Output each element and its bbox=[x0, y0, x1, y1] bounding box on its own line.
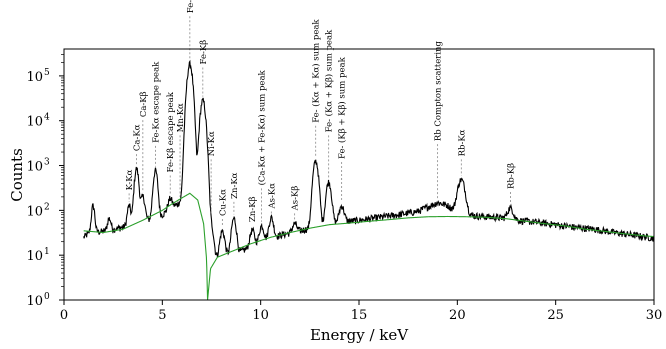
peak-annotation: Fe-Kβ bbox=[199, 40, 209, 65]
peak-annotation: Cu-Kα bbox=[218, 189, 228, 216]
y-tick-exponent: 3 bbox=[44, 158, 50, 168]
y-tick-label: 10 bbox=[26, 115, 43, 130]
peak-annotation: Rb-Kβ bbox=[506, 163, 516, 189]
y-tick-exponent: 1 bbox=[44, 247, 50, 257]
y-tick-exponent: 2 bbox=[44, 202, 50, 212]
peak-annotation: Fe-Kα escape peak bbox=[151, 61, 161, 143]
peak-annotation: Fe- (Kβ + Kβ) sum peak bbox=[337, 56, 348, 159]
peak-annotation: Zn-Kβ bbox=[248, 196, 258, 222]
y-tick-label: 10 bbox=[26, 70, 43, 85]
x-tick-label: 5 bbox=[158, 308, 166, 323]
peak-annotation: Ca-Kα bbox=[133, 124, 143, 151]
peak-annotation: Fe- (Kα + Kβ) sum peak bbox=[324, 29, 335, 132]
peak-annotation: (Ca-Kα + Fe-Kα) sum peak bbox=[257, 69, 268, 185]
peak-annotation: Rb Compton scattering bbox=[434, 40, 444, 141]
peak-annotation: Ca-Kβ bbox=[139, 91, 149, 117]
x-tick-label: 20 bbox=[449, 308, 466, 323]
peak-annotation: Ni-Kα bbox=[207, 131, 217, 156]
peak-annotation: Rb-Kα bbox=[457, 129, 467, 156]
x-tick-label: 10 bbox=[252, 308, 269, 323]
y-tick-label: 10 bbox=[26, 204, 43, 219]
y-tick-exponent: 5 bbox=[44, 68, 50, 78]
y-tick-exponent: 0 bbox=[44, 292, 50, 302]
peak-annotation: As-Kβ bbox=[291, 186, 301, 212]
x-tick-label: 0 bbox=[60, 308, 68, 323]
y-axis-title: Counts bbox=[8, 148, 26, 202]
peak-annotation: Fe- (Kα + Kα) sum peak bbox=[311, 19, 322, 123]
y-tick-label: 10 bbox=[26, 160, 43, 175]
x-tick-label: 15 bbox=[351, 308, 368, 323]
peak-annotation: K-Kα bbox=[125, 169, 135, 190]
peak-annotation: As-Kα bbox=[267, 183, 277, 210]
y-tick-label: 10 bbox=[26, 294, 43, 309]
peak-annotation: Fe-Kβ escape peak bbox=[166, 91, 176, 172]
x-axis-title: Energy / keV bbox=[310, 326, 409, 344]
peak-annotation: Zn-Kα bbox=[230, 172, 240, 199]
y-tick-exponent: 4 bbox=[44, 113, 50, 123]
peak-annotation: Mn-Kα bbox=[176, 103, 186, 132]
x-tick-label: 25 bbox=[547, 308, 564, 323]
y-tick-label: 10 bbox=[26, 249, 43, 264]
background-fit-line bbox=[83, 192, 655, 301]
x-tick-label: 30 bbox=[646, 308, 663, 323]
peak-annotation: Fe-Kα bbox=[186, 0, 196, 13]
